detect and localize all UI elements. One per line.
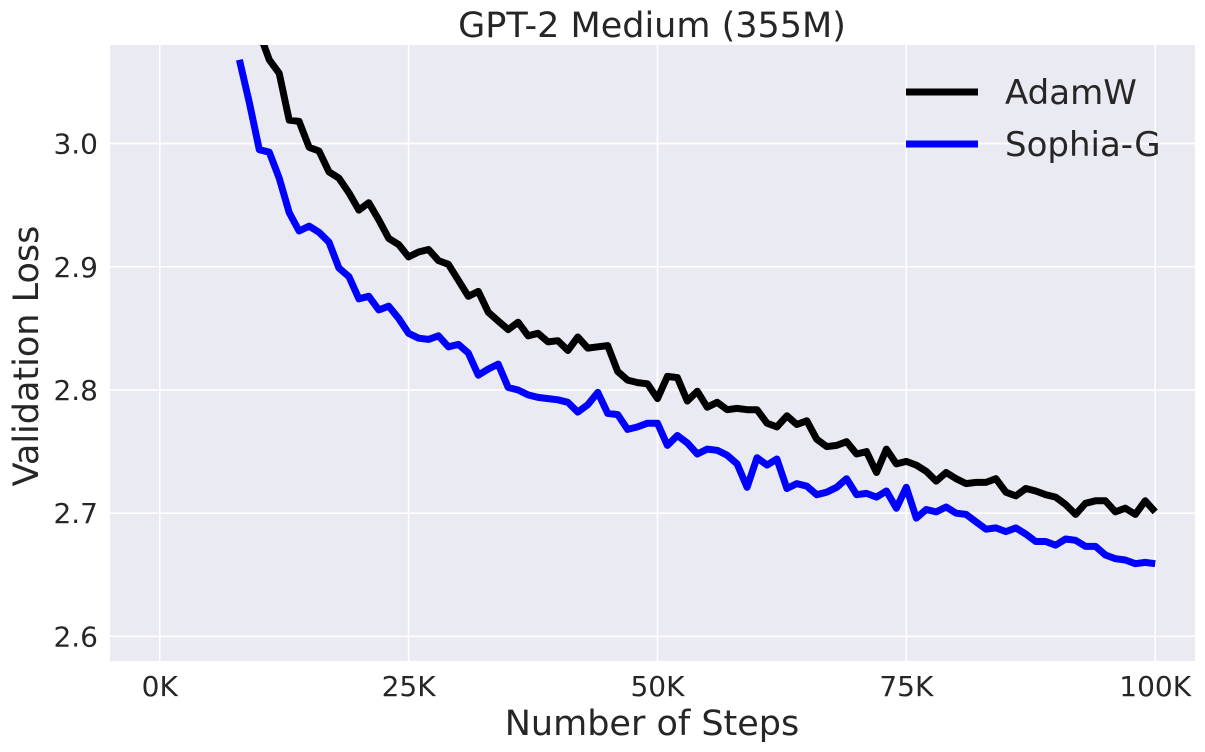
x-tick-label: 75K (879, 670, 934, 703)
plot-area (110, 45, 1195, 661)
x-tick-label: 25K (382, 670, 437, 703)
x-tick-labels: 0K 25K 50K 75K 100K (142, 670, 1192, 703)
series-layer (235, 45, 1158, 568)
y-tick-label: 2.6 (53, 620, 98, 653)
x-tick-label: 50K (630, 670, 685, 703)
legend: AdamW Sophia-G (906, 73, 1161, 165)
y-tick-labels: 2.6 2.7 2.8 2.9 3.0 (53, 128, 98, 654)
y-axis-label: Validation Loss (7, 226, 47, 487)
y-tick-label: 2.8 (53, 374, 98, 407)
series-line-sophia-g (235, 59, 1156, 568)
legend-label: Sophia-G (1005, 125, 1161, 165)
series-line-adamw (260, 45, 1158, 518)
grid-lines (110, 45, 1195, 661)
x-tick-label: 100K (1119, 670, 1191, 703)
legend-label: AdamW (1005, 73, 1137, 113)
x-axis-label: Number of Steps (505, 704, 800, 744)
y-tick-label: 2.9 (53, 251, 98, 284)
y-tick-label: 2.7 (53, 497, 98, 530)
x-tick-label: 0K (142, 670, 179, 703)
y-tick-label: 3.0 (53, 128, 98, 161)
chart-title: GPT-2 Medium (355M) (458, 6, 846, 46)
